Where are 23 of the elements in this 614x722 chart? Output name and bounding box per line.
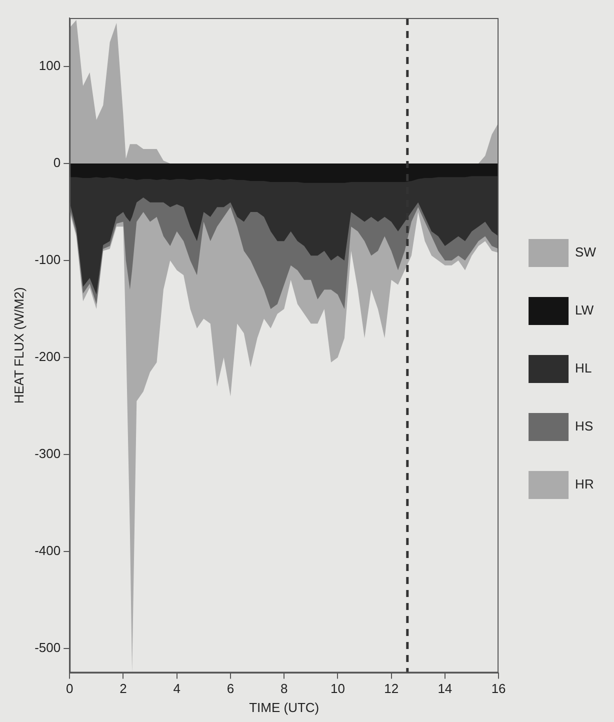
x-tick-label: 12 [384,681,399,696]
y-tick-label: -500 [34,640,61,656]
y-axis-title: HEAT FLUX (W/M2) [11,287,26,404]
legend-label: HS [575,418,594,434]
y-tick-label: -100 [34,252,61,268]
legend-label: HR [575,476,594,492]
x-tick-label: 10 [330,681,345,696]
legend-label: HL [575,360,592,376]
x-tick-label: 0 [66,681,74,696]
y-tick-label: 0 [53,155,61,170]
y-tick-label: -200 [34,349,61,364]
x-tick-label: 16 [491,681,506,696]
legend-label: LW [575,302,594,318]
x-tick-label: 14 [438,681,452,696]
x-tick-label: 6 [226,681,234,696]
x-axis-title: TIME (UTC) [249,700,320,715]
x-tick-label: 2 [120,681,127,696]
y-tick-label: 100 [38,58,61,74]
y-tick-label: -300 [34,446,61,462]
x-tick-label: 4 [173,681,180,696]
x-tick-label: 8 [280,681,288,696]
y-tick-label: -400 [34,543,61,558]
legend-label: SW [575,244,597,260]
